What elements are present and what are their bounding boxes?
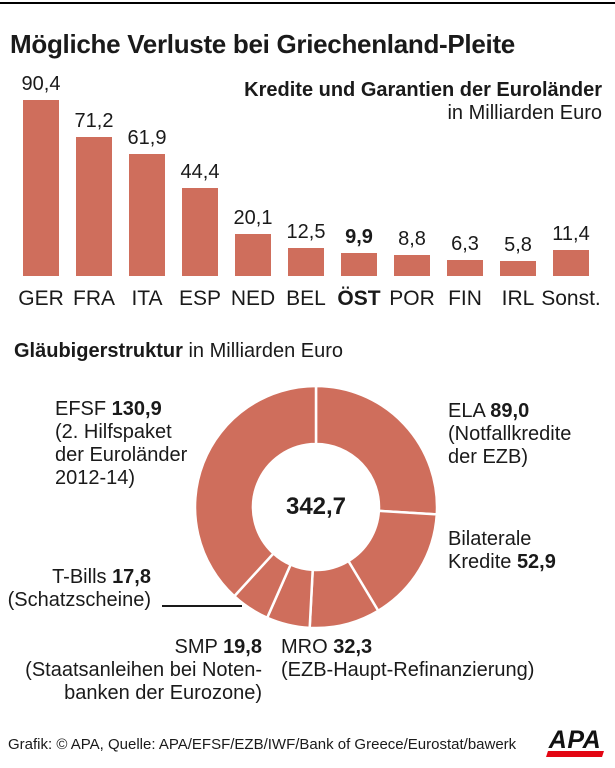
efsf-value: 130,9 (111, 398, 162, 420)
source-credit: Grafik: © APA, Quelle: APA/EFSF/EZB/IWF/… (8, 736, 517, 753)
donut-center-total: 342,7 (285, 493, 347, 520)
bar-value-label: 8,8 (398, 228, 426, 250)
bar-value-label: 12,5 (286, 221, 326, 243)
bar-rect (235, 234, 271, 276)
bar-value-label: 90,4 (21, 73, 61, 95)
efsf-name: EFSF (55, 398, 112, 420)
donut-heading-bold: Gläubigerstruktur (14, 340, 183, 362)
bar-rect (76, 137, 112, 276)
bar-value-label: 11,4 (552, 223, 590, 245)
donut-heading-unit: in Milliarden Euro (182, 340, 343, 362)
bar-NED: 20,1 (233, 50, 273, 276)
bar-rect (500, 261, 536, 276)
bar-chart-title: Kredite und Garantien der Euroländer in … (244, 79, 602, 125)
donut-chart (193, 384, 439, 630)
ela-desc-2: der EZB) (448, 446, 529, 468)
bar-rect (288, 248, 324, 276)
bar-ÖST: 9,9 (341, 50, 377, 276)
bar-chart-title-main: Kredite und Garantien der Euroländer (244, 79, 602, 101)
bar-value-label: 5,8 (504, 234, 532, 256)
bar-value-label: 9,9 (345, 226, 373, 248)
bar-category-label: POR (389, 287, 435, 310)
bar-Sonst.: 11,4 (552, 50, 590, 276)
bar-value-label: 71,2 (74, 110, 114, 132)
bar-category-label: GER (18, 287, 64, 310)
ela-desc-1: (Notfallkredite (448, 423, 572, 445)
smp-desc-2: banken der Eurozone) (64, 682, 262, 704)
ela-value: 89,0 (490, 400, 530, 422)
ela-name: ELA (448, 400, 491, 422)
smp-name: SMP (174, 636, 224, 658)
bar-chart-category-labels: GER FRA ITA ESP NED BEL ÖST POR FIN IRL Sonst. (0, 287, 615, 313)
bar-rect (129, 154, 165, 276)
bar-chart: 90,4 71,2 61,9 44,4 20,1 12,5 9,9 8,8 6,3 5,8 11,4 (0, 50, 615, 276)
bar-rect (23, 100, 59, 276)
bar-category-label: NED (230, 287, 276, 310)
donut-label-mro: MRO 32,3 (EZB-Haupt-Refinanzierung) (281, 636, 534, 682)
bilateral-name-line1: Bilaterale (448, 528, 532, 550)
mro-name: MRO (281, 636, 334, 658)
donut-label-efsf: EFSF 130,9 (2. Hilfspaket der Euroländer… (55, 398, 187, 490)
donut-segment-ela (314, 384, 439, 516)
apa-logo-text: APA (548, 726, 602, 754)
bar-FRA: 71,2 (74, 50, 114, 276)
tbills-pointer-line (162, 605, 242, 607)
tbills-name: T-Bills (52, 566, 113, 588)
apa-logo: APA (546, 726, 604, 757)
bar-value-label: 20,1 (233, 207, 273, 229)
bar-category-label: BEL (286, 287, 326, 310)
efsf-desc-3: 2012-14) (55, 467, 136, 489)
bar-category-label: ÖST (337, 287, 381, 310)
bar-FIN: 6,3 (447, 50, 483, 276)
bar-value-label: 61,9 (127, 127, 167, 149)
donut-label-bilateral: Bilaterale Kredite 52,9 (448, 528, 556, 574)
apa-logo-red-bar (546, 751, 604, 757)
bar-rect (182, 188, 218, 276)
bar-ESP: 44,4 (180, 50, 220, 276)
bar-rect (341, 253, 377, 276)
efsf-desc-1: (2. Hilfspaket (55, 421, 172, 443)
donut-label-tbills: T-Bills 17,8 (Schatzscheine) (8, 566, 151, 612)
smp-value: 19,8 (223, 636, 262, 658)
bar-BEL: 12,5 (286, 50, 326, 276)
donut-label-ela: ELA 89,0 (Notfallkredite der EZB) (448, 400, 571, 469)
bar-category-label: IRL (501, 287, 535, 310)
tbills-value: 17,8 (112, 566, 151, 588)
bar-POR: 8,8 (394, 50, 430, 276)
bar-GER: 90,4 (21, 50, 61, 276)
smp-desc-1: (Staatsanleihen bei Noten- (25, 659, 262, 681)
bar-rect (394, 255, 430, 276)
donut-label-smp: SMP 19,8 (Staatsanleihen bei Noten- bank… (25, 636, 262, 705)
bar-value-label: 44,4 (180, 161, 220, 183)
donut-section-heading: Gläubigerstruktur in Milliarden Euro (14, 340, 343, 363)
bilateral-name-line2: Kredite (448, 551, 517, 573)
bar-rect (447, 260, 483, 276)
bilateral-value: 52,9 (516, 551, 556, 573)
bar-category-label: ITA (131, 287, 163, 310)
bar-category-label: ESP (178, 287, 222, 310)
bar-category-label: FIN (448, 287, 482, 310)
bar-ITA: 61,9 (127, 50, 167, 276)
donut-segment-efsf (193, 384, 318, 598)
bar-rect (553, 250, 589, 276)
bar-value-label: 6,3 (451, 233, 479, 255)
page-title: Mögliche Verluste bei Griechenland-Pleit… (10, 29, 515, 60)
mro-desc-1: (EZB-Haupt-Refinanzierung) (281, 659, 535, 681)
tbills-desc-1: (Schatzscheine) (7, 589, 151, 611)
bar-IRL: 5,8 (500, 50, 536, 276)
bar-category-label: FRA (73, 287, 115, 310)
bar-chart-title-unit: in Milliarden Euro (447, 102, 602, 124)
bar-category-label: Sonst. (541, 287, 601, 310)
mro-value: 32,3 (333, 636, 373, 658)
top-rule (0, 2, 615, 4)
efsf-desc-2: der Euroländer (55, 444, 188, 466)
